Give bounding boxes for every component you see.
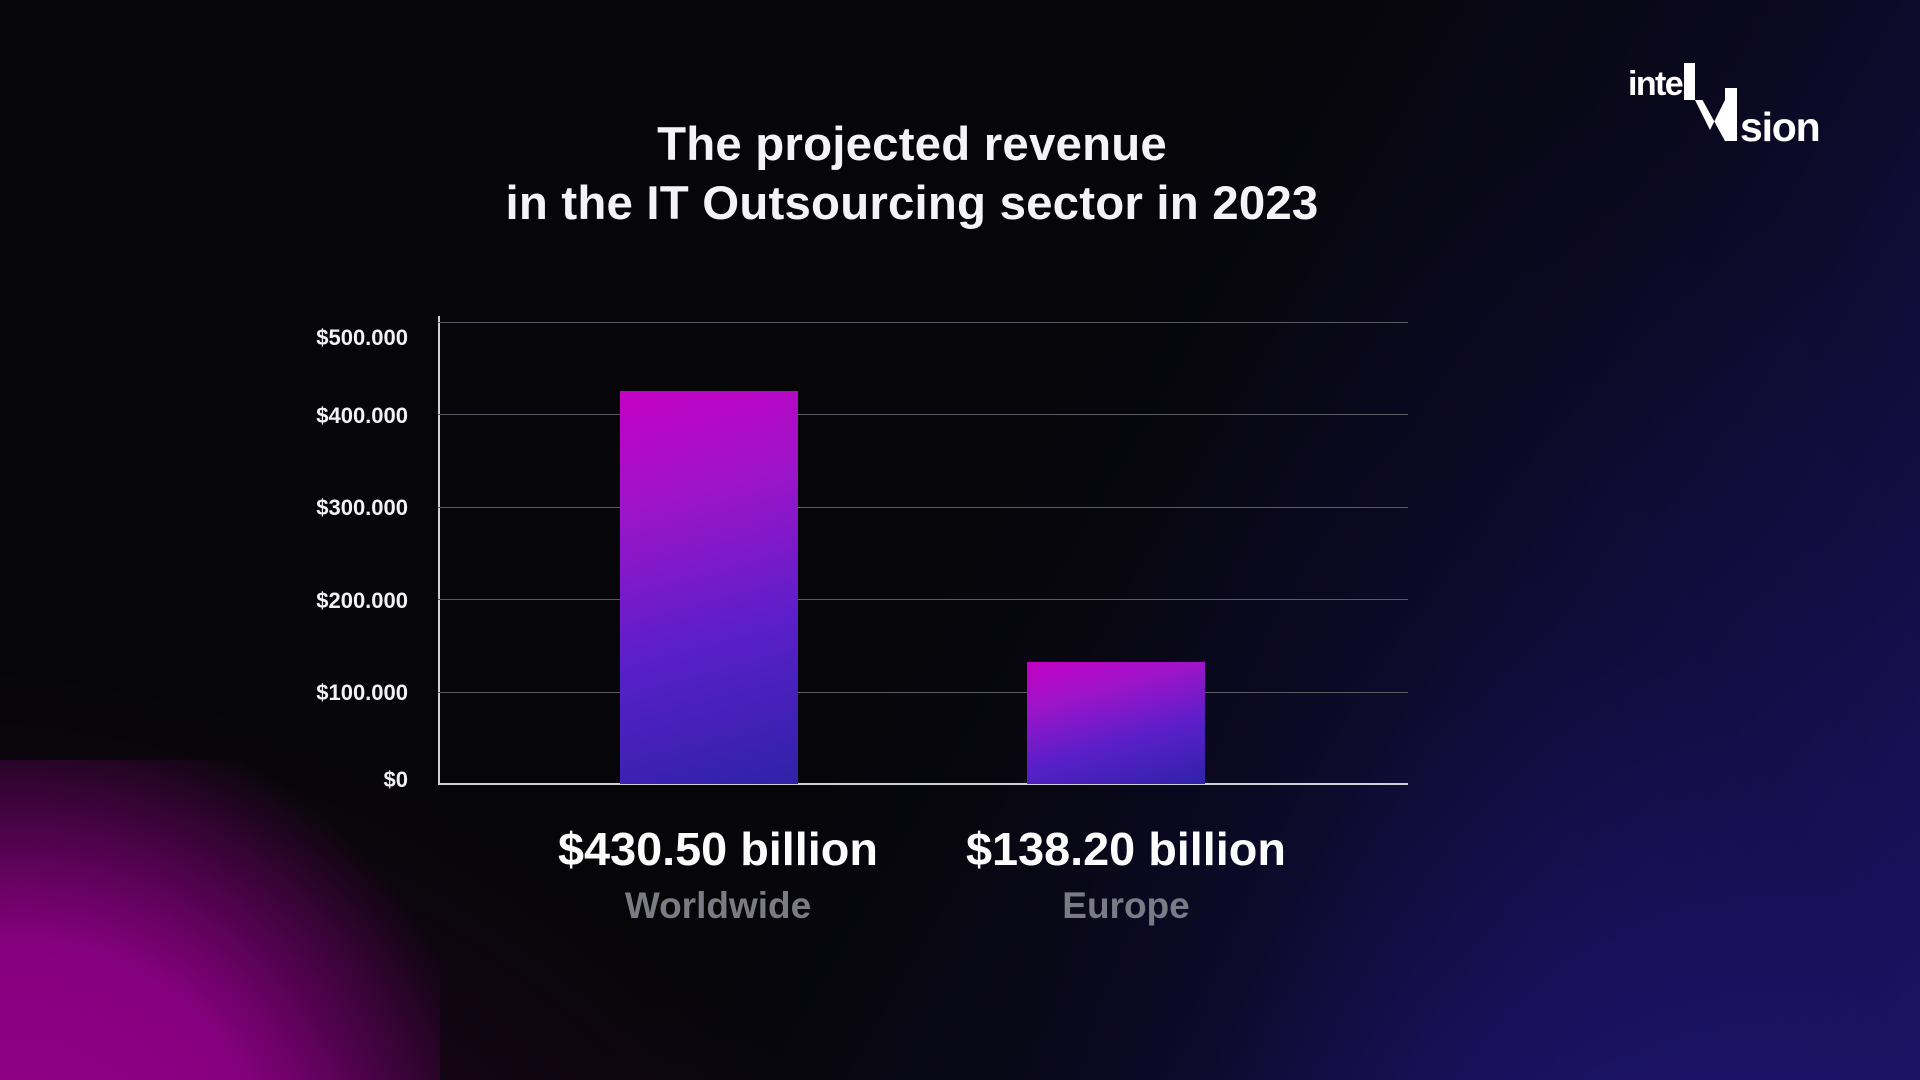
svg-text:inte: inte	[1628, 65, 1683, 103]
svg-text:sion: sion	[1740, 104, 1819, 144]
